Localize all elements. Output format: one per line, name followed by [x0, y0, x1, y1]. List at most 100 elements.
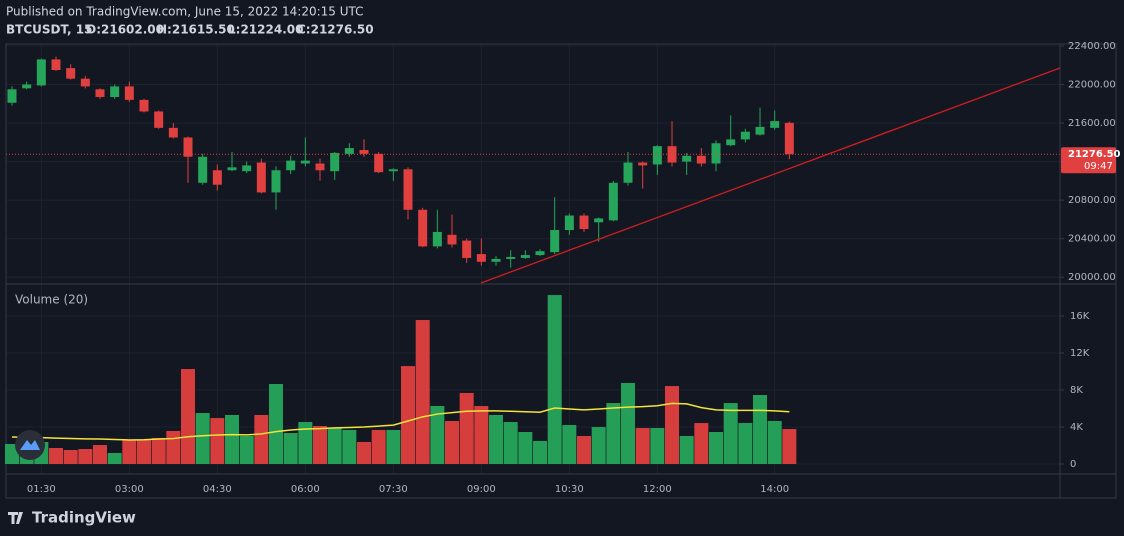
candle-body	[520, 255, 530, 258]
symbol: BTCUSDT, 15	[6, 23, 92, 37]
volume-bar	[415, 320, 430, 464]
candle-body	[139, 99, 149, 112]
volume-bar	[386, 429, 401, 464]
volume-bar	[518, 431, 533, 464]
volume-bar	[489, 414, 504, 464]
y-tick-label: 4K	[1070, 422, 1083, 433]
brand: TradingView	[32, 509, 136, 527]
candle-body	[198, 156, 208, 183]
candle-body	[608, 182, 618, 221]
volume-bar	[122, 440, 137, 464]
candle-body	[770, 121, 780, 128]
candle-body	[330, 152, 340, 172]
candle-body	[110, 86, 120, 98]
candle-body	[447, 234, 457, 245]
volume-bar	[107, 452, 122, 464]
volume-bar	[269, 384, 284, 464]
candle-body	[242, 165, 252, 172]
candle-body	[212, 170, 222, 185]
candle-body	[7, 89, 17, 103]
volume-bar	[679, 435, 694, 464]
candle-body	[300, 160, 310, 164]
x-tick-label: 03:00	[115, 484, 144, 495]
brand-icon	[8, 512, 23, 524]
volume-label: Volume (20)	[15, 293, 88, 307]
candle-body	[403, 169, 413, 210]
x-tick-label: 07:30	[379, 484, 408, 495]
candle-body	[388, 169, 398, 172]
volume-bar	[283, 433, 298, 464]
candle-body	[22, 84, 32, 89]
candle-body	[374, 153, 384, 173]
volume-bar	[166, 430, 181, 464]
volume-bar	[753, 395, 768, 464]
candle-body	[594, 218, 604, 223]
candle-body	[682, 155, 692, 162]
volume-bar	[371, 429, 386, 464]
x-tick-label: 14:00	[760, 484, 789, 495]
candle-body	[227, 167, 237, 171]
volume-bar	[474, 406, 489, 464]
x-tick-label: 06:00	[291, 484, 320, 495]
candle-body	[344, 148, 354, 154]
volume-bar	[239, 435, 254, 464]
published: Published on TradingView.com, June 15, 2…	[6, 5, 364, 19]
candle-body	[271, 170, 281, 193]
candle-body	[359, 150, 369, 154]
candle-body	[638, 162, 648, 166]
volume-bar	[694, 423, 709, 464]
volume-bar	[137, 440, 152, 464]
volume-bar	[738, 423, 753, 464]
volume-bar	[459, 392, 474, 464]
y-tick-label: 21600.00	[1068, 118, 1116, 129]
y-tick-label: 0	[1070, 459, 1076, 470]
volume-bar	[635, 428, 650, 464]
volume-bar	[650, 428, 665, 464]
candle-body	[124, 86, 134, 100]
x-tick-label: 01:30	[27, 484, 56, 495]
candle-body	[755, 126, 765, 135]
volume-bar	[327, 428, 342, 464]
volume-bar	[254, 414, 269, 464]
volume-bar	[547, 295, 562, 464]
ohlc-open: O:21602.00	[86, 23, 164, 37]
last-price-tag	[1061, 147, 1116, 174]
candle-body	[168, 127, 178, 138]
candle-body	[183, 137, 193, 157]
candle-body	[535, 251, 545, 256]
candle-body	[784, 122, 794, 155]
candle-body	[95, 89, 105, 98]
candle-body	[286, 160, 296, 171]
frame	[5, 43, 1117, 499]
candle-body	[80, 78, 90, 87]
x-tick-label: 04:30	[203, 484, 232, 495]
candle-body	[652, 146, 662, 165]
y-tick-label: 20000.00	[1068, 272, 1116, 283]
candle-body	[491, 258, 501, 262]
y-tick-label: 22000.00	[1068, 79, 1116, 90]
y-tick-label: 22400.00	[1068, 41, 1116, 52]
candle-body	[696, 155, 706, 164]
volume-bar	[181, 369, 196, 464]
candle-body	[315, 163, 325, 171]
candle-body	[432, 231, 442, 247]
y-tick-label: 20800.00	[1068, 195, 1116, 206]
volume-bar	[298, 422, 313, 464]
volume-bar	[665, 386, 680, 464]
x-tick-label: 10:30	[555, 484, 584, 495]
trend-line	[480, 67, 1061, 284]
volume-bar	[78, 449, 93, 464]
volume-bar	[93, 445, 108, 464]
volume-bar	[342, 429, 357, 464]
candle-body	[740, 131, 750, 140]
volume-bar	[562, 424, 577, 464]
volume-bar	[591, 427, 606, 464]
volume-bar	[357, 441, 372, 464]
y-tick-label: 16K	[1070, 311, 1090, 322]
volume-bar	[430, 406, 445, 464]
volume-bar	[401, 366, 416, 464]
volume-bar	[195, 413, 210, 464]
volume-bar	[151, 438, 166, 464]
volume-bar	[445, 420, 460, 464]
